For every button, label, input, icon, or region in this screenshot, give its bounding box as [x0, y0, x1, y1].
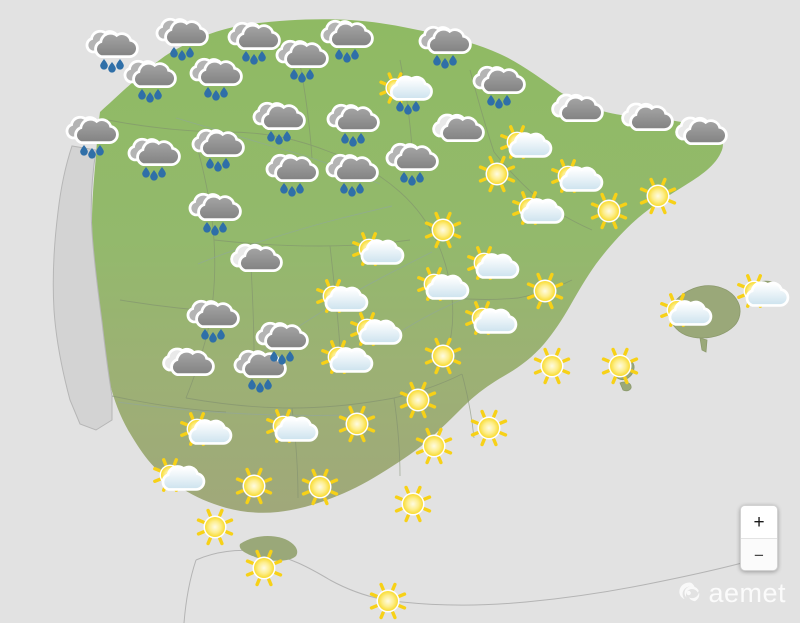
weather-icon-rain[interactable] [120, 59, 177, 105]
weather-icon-sun[interactable] [592, 343, 648, 389]
weather-icon-rain[interactable] [152, 17, 209, 63]
weather-icon-partly[interactable] [656, 291, 713, 337]
zoom-control[interactable]: + − [740, 505, 778, 571]
weather-icon-partly[interactable] [733, 272, 790, 318]
weather-icon-sun[interactable] [360, 578, 416, 623]
weather-icon-sun[interactable] [415, 207, 471, 253]
weather-icon-partly[interactable] [346, 310, 403, 356]
weather-icon-rain[interactable] [317, 19, 374, 65]
weather-icon-cloud[interactable] [671, 113, 728, 159]
weather-icon-rain[interactable] [183, 299, 240, 345]
weather-icon-cloud[interactable] [226, 240, 283, 286]
weather-icon-rain[interactable] [415, 25, 472, 71]
weather-icon-sun[interactable] [236, 545, 292, 591]
weather-icon-sun[interactable] [630, 173, 686, 219]
weather-icon-rain[interactable] [62, 115, 119, 161]
weather-icon-rain[interactable] [382, 142, 439, 188]
weather-icon-cloud[interactable] [428, 110, 485, 156]
zoom-out-button[interactable]: − [741, 538, 777, 570]
weather-icon-sun[interactable] [385, 481, 441, 527]
weather-icon-rain[interactable] [82, 29, 139, 75]
weather-icon-sun[interactable] [406, 423, 462, 469]
weather-icon-sun[interactable] [461, 405, 517, 451]
weather-icon-rain[interactable] [224, 21, 281, 67]
weather-icon-sun[interactable] [292, 464, 348, 510]
weather-icon-partly[interactable] [312, 277, 369, 323]
aemet-logo: aemet [676, 580, 786, 607]
weather-icon-partly[interactable] [176, 410, 233, 456]
weather-icon-partly[interactable] [463, 244, 520, 290]
weather-icon-partly[interactable] [149, 456, 206, 502]
weather-icon-rain[interactable] [186, 57, 243, 103]
weather-icon-partly[interactable] [317, 338, 374, 384]
weather-icon-partly[interactable] [508, 189, 565, 235]
weather-icon-rain[interactable] [272, 39, 329, 85]
weather-icon-partly[interactable] [461, 299, 518, 345]
weather-icon-rain[interactable] [469, 65, 526, 111]
weather-icon-rain[interactable] [262, 153, 319, 199]
weather-icon-partly[interactable] [413, 265, 470, 311]
weather-icon-sun[interactable] [329, 401, 385, 447]
zoom-in-button[interactable]: + [741, 506, 777, 538]
aemet-swirl-icon [679, 582, 700, 602]
weather-icon-cloud[interactable] [617, 99, 674, 145]
weather-icon-sun-rain[interactable] [377, 72, 433, 118]
weather-icon-partly[interactable] [262, 407, 319, 453]
weather-icon-rain[interactable] [323, 103, 380, 149]
weather-icon-sun[interactable] [226, 463, 282, 509]
weather-icon-rain[interactable] [188, 128, 245, 174]
weather-icon-sun[interactable] [517, 268, 573, 314]
weather-icon-partly[interactable] [348, 230, 405, 276]
weather-icon-sun[interactable] [581, 188, 637, 234]
weather-icon-rain[interactable] [249, 101, 306, 147]
weather-icon-sun[interactable] [187, 504, 243, 550]
weather-icon-rain[interactable] [322, 153, 379, 199]
weather-icon-sun[interactable] [469, 151, 525, 197]
weather-icon-partly[interactable] [496, 123, 553, 169]
weather-icon-sun[interactable] [415, 333, 471, 379]
weather-icon-rain[interactable] [252, 321, 309, 367]
weather-icon-cloud[interactable] [547, 90, 604, 136]
weather-icon-sun[interactable] [390, 377, 446, 423]
weather-icon-sun[interactable] [524, 343, 580, 389]
weather-icon-partly[interactable] [547, 157, 604, 203]
aemet-logo-text: aemet [708, 578, 786, 608]
weather-icon-cloud[interactable] [158, 344, 215, 390]
weather-icon-rain[interactable] [124, 137, 181, 183]
weather-icon-rain[interactable] [185, 192, 242, 238]
